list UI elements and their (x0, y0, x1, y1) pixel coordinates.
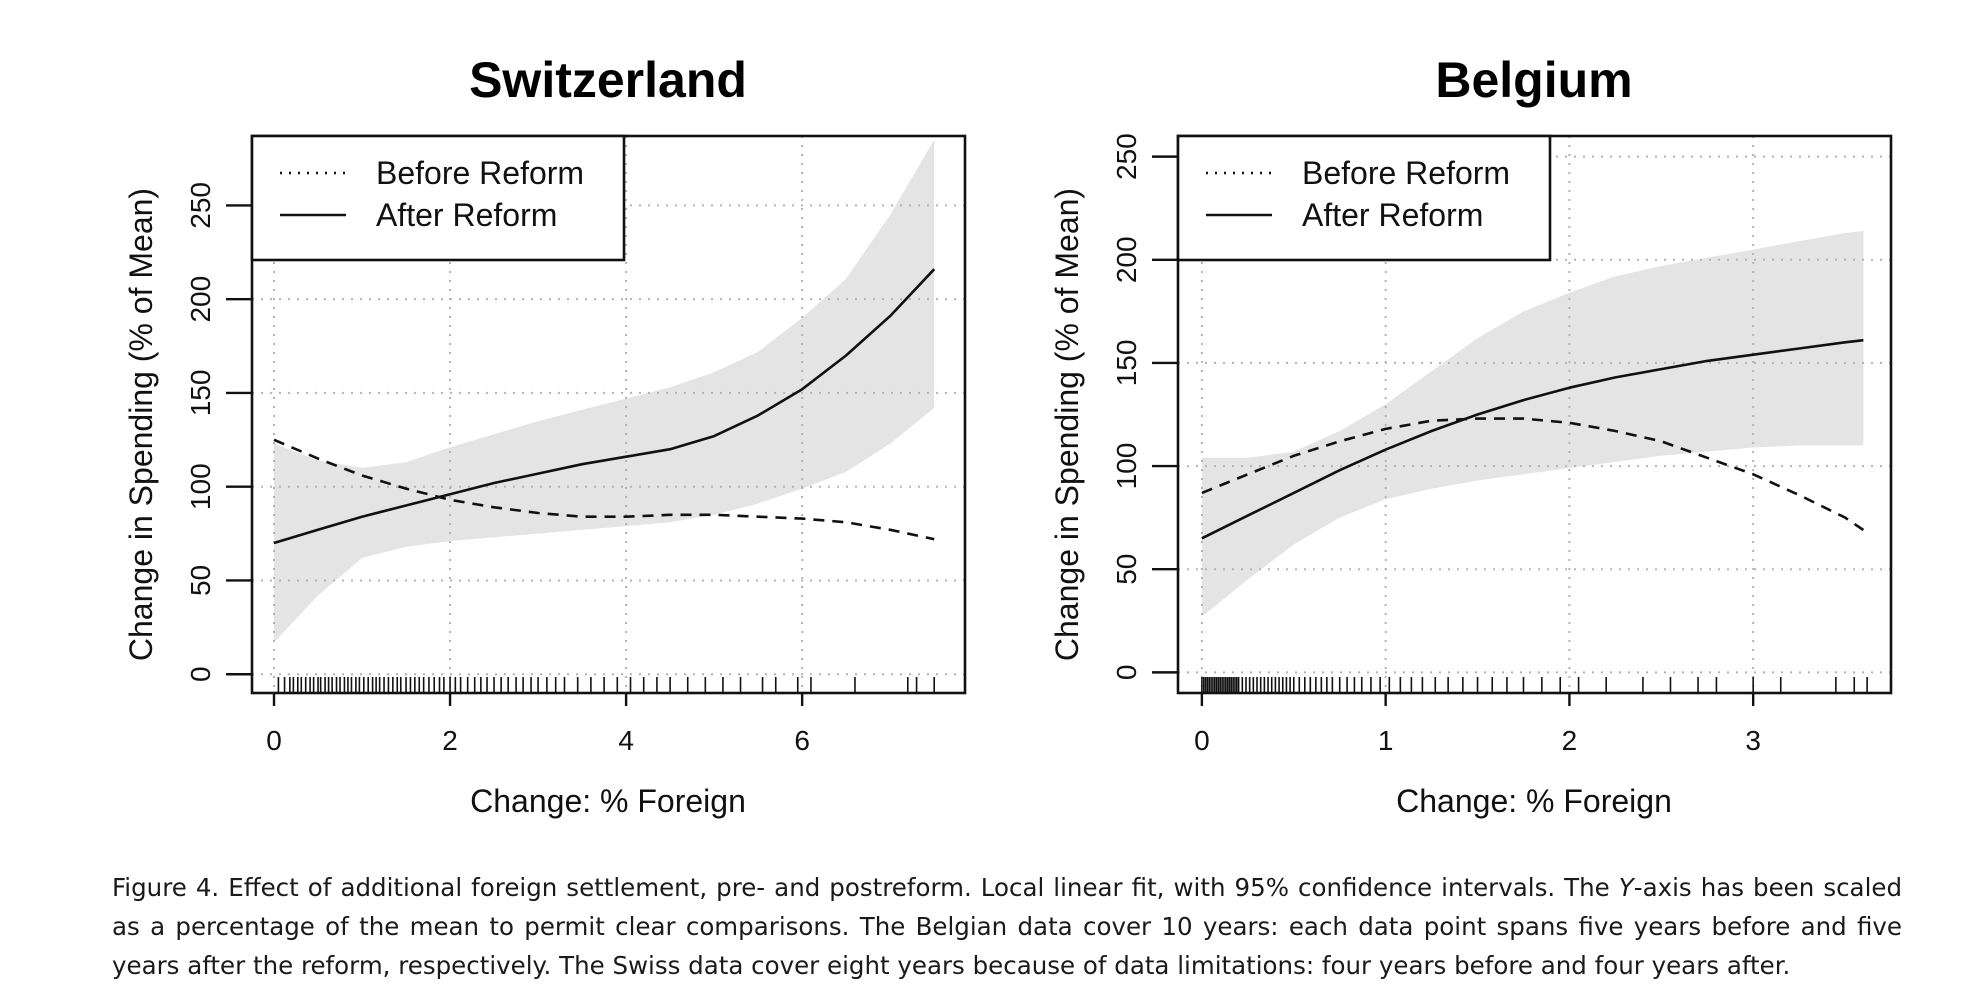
chart-1-legend: Before Reform After Reform (1176, 134, 1552, 262)
chart-1-x-tick-label: 1 (1378, 725, 1394, 756)
chart-0-y-tick-label: 0 (185, 666, 216, 682)
chart-1-series-before-reform-line (1201, 417, 1865, 532)
chart-0-y-tick-label: 50 (185, 565, 216, 596)
chart-1-y-tick-label: 200 (1111, 236, 1142, 283)
chart-1-confidence-band (1201, 230, 1864, 617)
chart-0-title: Switzerland (469, 52, 747, 108)
chart-0-x-tick-label: 4 (618, 725, 634, 756)
chart-0-y-axis-label: Change in Spending (% of Mean) (123, 188, 159, 661)
chart-1-y-tick-label: 50 (1111, 554, 1142, 585)
chart-0-series-before-reform-line (273, 438, 935, 541)
chart-1-title: Belgium (1435, 52, 1632, 108)
chart-0-y-tick-label: 200 (185, 276, 216, 323)
chart-1-legend-label-before-reform: Before Reform (1302, 155, 1510, 191)
chart-1-x-tick-label: 2 (1562, 725, 1578, 756)
chart-0-legend-label-after-reform: After Reform (376, 197, 557, 233)
chart-1: Belgium 0 1 2 3 0 50 100 150 200 250 Change: % Fore… (1049, 52, 1893, 819)
caption-text-end: -axis has been scaled as a percentage of… (112, 873, 1902, 980)
chart-0-x-tick-label: 6 (794, 725, 810, 756)
chart-1-x-tick-label: 3 (1745, 725, 1761, 756)
chart-1-legend-label-after-reform: After Reform (1302, 197, 1483, 233)
chart-1-x-tick-label: 0 (1194, 725, 1210, 756)
chart-0-x-tick-label: 0 (266, 725, 282, 756)
chart-0-x-axis-label: Change: % Foreign (470, 783, 746, 819)
chart-1-x-axis-label: Change: % Foreign (1396, 783, 1672, 819)
chart-0-y-tick-label: 100 (185, 463, 216, 510)
chart-1-y-tick-label: 250 (1111, 133, 1142, 180)
chart-0-legend-label-before-reform: Before Reform (376, 155, 584, 191)
chart-0-legend: Before Reform After Reform (250, 134, 626, 262)
chart-1-y-tick-label: 150 (1111, 340, 1142, 387)
chart-1-legend-box (1176, 134, 1552, 262)
chart-1-y-tick-label: 100 (1111, 443, 1142, 490)
chart-1-y-axis-label: Change in Spending (% of Mean) (1049, 188, 1085, 661)
chart-0-series-after-reform-line (273, 268, 936, 545)
chart-1-y-tick-label: 0 (1111, 665, 1142, 681)
chart-0-x-tick-label: 2 (442, 725, 458, 756)
chart-0-y-tick-label: 250 (185, 182, 216, 229)
chart-0-y-tick-label: 150 (185, 370, 216, 417)
caption-axis-letter: Y (1618, 873, 1634, 902)
chart-0-legend-box (250, 134, 626, 262)
chart-0: Switzerland 0 2 4 6 0 50 100 150 200 250 Change: % … (123, 52, 967, 819)
chart-1-series-after-reform-line (1201, 338, 1864, 540)
caption-text-start: Figure 4. Effect of additional foreign s… (112, 873, 1619, 902)
chart-0-confidence-band (274, 139, 935, 643)
figure-caption: Figure 4. Effect of additional foreign s… (112, 868, 1902, 985)
